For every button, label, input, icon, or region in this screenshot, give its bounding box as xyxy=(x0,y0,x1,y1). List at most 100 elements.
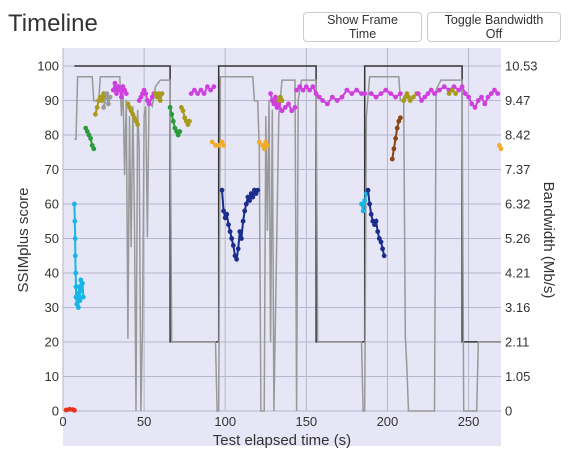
x-tick-label: 0 xyxy=(59,414,66,429)
score-point xyxy=(72,253,78,259)
y2-tick-label: 3.16 xyxy=(505,300,530,315)
y-tick-label: 80 xyxy=(45,128,59,143)
score-point xyxy=(310,84,316,90)
score-point xyxy=(72,407,77,413)
y2-tick-label: 6.32 xyxy=(505,197,530,212)
score-point xyxy=(393,94,398,100)
score-point xyxy=(250,194,256,200)
score-point xyxy=(469,101,475,107)
score-point xyxy=(303,84,309,90)
score-point xyxy=(143,91,149,96)
score-point xyxy=(261,146,267,152)
score-point xyxy=(135,122,141,127)
score-point xyxy=(485,94,491,100)
x-tick-label: 200 xyxy=(377,414,399,429)
score-point xyxy=(237,229,243,235)
score-point xyxy=(375,229,381,235)
y2-tick-label: 9.47 xyxy=(505,93,530,108)
score-point xyxy=(300,87,306,93)
y-tick-label: 50 xyxy=(45,231,59,246)
score-point xyxy=(192,87,197,93)
score-point xyxy=(482,101,488,107)
score-point xyxy=(378,91,384,96)
y-tick-label: 90 xyxy=(45,93,59,108)
score-point xyxy=(398,115,403,121)
score-point xyxy=(373,218,379,224)
score-point xyxy=(393,136,398,141)
score-point xyxy=(256,139,262,145)
score-point xyxy=(114,91,119,96)
score-point xyxy=(209,139,215,145)
score-point xyxy=(94,105,100,110)
score-point xyxy=(219,187,225,193)
score-point xyxy=(383,87,389,93)
score-point xyxy=(73,270,79,276)
score-point xyxy=(167,105,173,110)
score-series-line xyxy=(360,193,368,212)
score-point xyxy=(394,125,400,131)
score-point xyxy=(307,87,312,93)
score-point xyxy=(316,94,322,100)
score-point xyxy=(229,236,235,241)
score-point xyxy=(221,208,227,214)
score-point xyxy=(407,98,413,103)
score-point xyxy=(170,118,176,124)
score-point xyxy=(198,87,204,93)
score-point xyxy=(224,211,230,217)
score-point xyxy=(242,208,248,214)
toggle-bandwidth-button[interactable]: Toggle Bandwidth Off xyxy=(427,12,561,42)
score-point xyxy=(227,229,233,235)
score-point xyxy=(75,291,80,297)
score-point xyxy=(79,287,85,293)
score-point xyxy=(313,91,319,96)
score-point xyxy=(169,111,175,117)
y-tick-label: 0 xyxy=(52,404,59,419)
score-point xyxy=(211,84,217,90)
score-point xyxy=(157,98,163,103)
score-point xyxy=(247,198,253,203)
score-point xyxy=(72,236,78,241)
score-point xyxy=(276,101,282,107)
score-point xyxy=(339,94,345,100)
score-point xyxy=(187,118,192,124)
score-point xyxy=(368,211,374,217)
score-point xyxy=(72,218,78,224)
score-point xyxy=(498,146,504,152)
score-point xyxy=(365,187,371,193)
score-point xyxy=(360,208,366,214)
score-point xyxy=(159,91,165,96)
score-point xyxy=(289,108,295,114)
score-point xyxy=(117,87,123,93)
x-axis-label: Test elapsed time (s) xyxy=(213,432,351,449)
score-point xyxy=(268,91,273,96)
y2-tick-label: 4.21 xyxy=(505,266,530,281)
score-point xyxy=(349,91,355,96)
score-point xyxy=(422,94,428,100)
score-point xyxy=(411,94,416,100)
score-point xyxy=(279,108,285,114)
show-frame-time-button[interactable]: Show Frame Time xyxy=(303,12,422,42)
y-tick-label: 70 xyxy=(45,162,59,177)
x-tick-label: 250 xyxy=(458,414,480,429)
score-point xyxy=(123,91,129,96)
bandwidth-lines xyxy=(74,65,501,412)
score-point xyxy=(279,98,285,103)
score-point xyxy=(419,98,424,103)
score-point xyxy=(80,294,86,300)
score-point xyxy=(368,91,374,96)
y-tick-label: 20 xyxy=(45,335,59,350)
score-point xyxy=(76,284,82,290)
score-point xyxy=(101,105,106,110)
score-point xyxy=(201,91,207,96)
score-point xyxy=(119,94,124,100)
x-tick-label: 100 xyxy=(214,414,236,429)
page-title: Timeline xyxy=(8,10,98,37)
score-point xyxy=(446,91,452,96)
score-point xyxy=(466,94,471,100)
score-point xyxy=(437,87,442,93)
score-point xyxy=(104,91,110,96)
score-point xyxy=(107,94,113,100)
y-tick-label: 10 xyxy=(45,369,59,384)
score-point xyxy=(205,84,210,90)
